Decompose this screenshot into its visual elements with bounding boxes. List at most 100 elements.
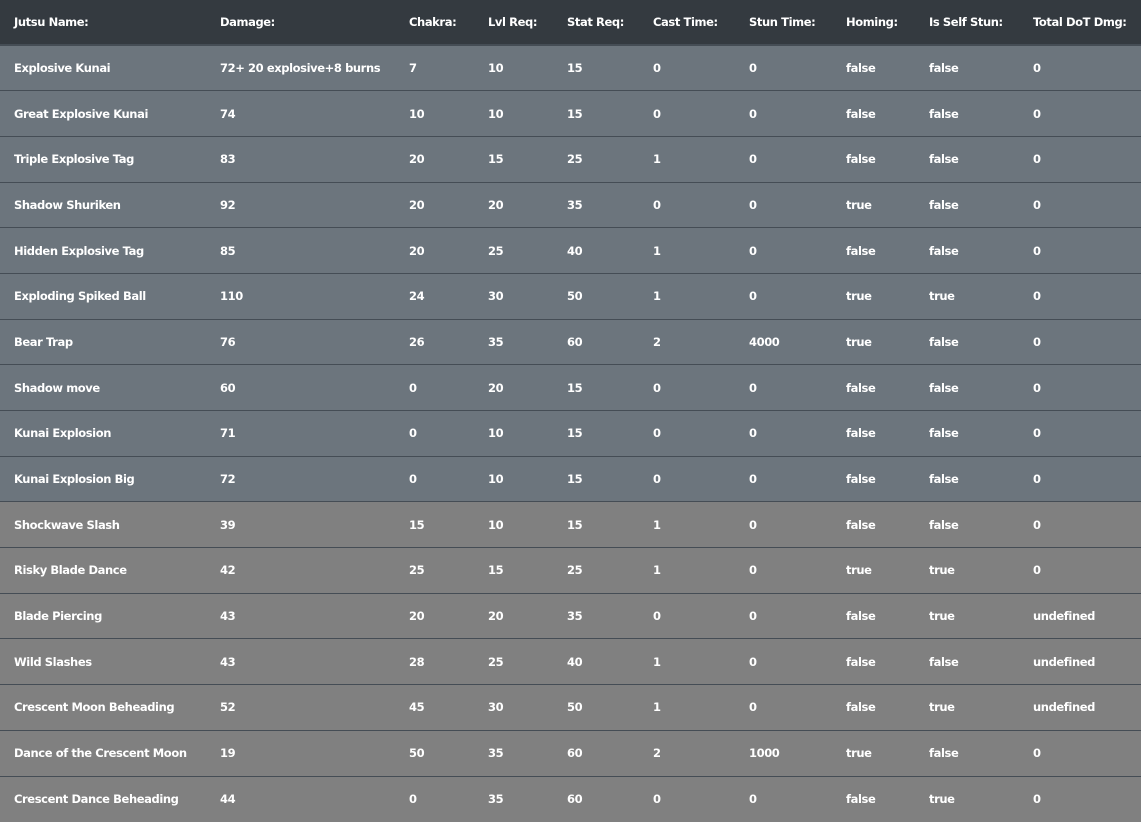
cell-stun-time: 0 xyxy=(735,455,832,502)
cell-jutsu-name: Blade Piercing xyxy=(0,592,206,639)
cell-chakra: 28 xyxy=(395,638,474,685)
cell-stat-req: 15 xyxy=(553,455,639,502)
column-header-homing: Homing: xyxy=(832,0,915,46)
cell-lvl-req: 30 xyxy=(474,272,553,320)
cell-chakra: 20 xyxy=(395,181,474,228)
cell-lvl-req: 35 xyxy=(474,729,553,776)
table-row: Shadow Shuriken 92 20 20 35 0 0 true false 0 xyxy=(0,181,1141,228)
cell-cast-time: 1 xyxy=(639,684,735,731)
cell-is-self-stun: false xyxy=(915,364,1019,411)
cell-stun-time: 0 xyxy=(735,90,832,137)
column-header-damage: Damage: xyxy=(206,0,395,46)
cell-damage: 83 xyxy=(206,135,395,183)
cell-damage: 43 xyxy=(206,638,395,685)
table-row: Bear Trap 76 26 35 60 2 4000 true false 0 xyxy=(0,318,1141,365)
cell-stat-req: 15 xyxy=(553,501,639,548)
column-header-chakra: Chakra: xyxy=(395,0,474,46)
cell-total-dot-dmg: 0 xyxy=(1019,364,1141,411)
cell-is-self-stun: false xyxy=(915,90,1019,137)
cell-stun-time: 0 xyxy=(735,272,832,320)
cell-stat-req: 15 xyxy=(553,364,639,411)
table-row: Risky Blade Dance 42 25 15 25 1 0 true true 0 xyxy=(0,547,1141,594)
column-header-is-self-stun: Is Self Stun: xyxy=(915,0,1019,46)
cell-damage: 71 xyxy=(206,410,395,457)
cell-is-self-stun: true xyxy=(915,592,1019,639)
header-row: Jutsu Name: Damage: Chakra: Lvl Req: Stat Re… xyxy=(0,0,1141,46)
cell-chakra: 50 xyxy=(395,729,474,776)
cell-lvl-req: 10 xyxy=(474,44,553,91)
cell-total-dot-dmg: 0 xyxy=(1019,272,1141,320)
table-row: Kunai Explosion Big 72 0 10 15 0 0 false false 0 xyxy=(0,455,1141,502)
cell-jutsu-name: Triple Explosive Tag xyxy=(0,135,206,183)
cell-damage: 72+ 20 explosive+8 burns xyxy=(206,44,395,91)
table-body: Explosive Kunai 72+ 20 explosive+8 burns 7… xyxy=(0,44,1141,822)
cell-stun-time: 0 xyxy=(735,547,832,594)
table-row: Shockwave Slash 39 15 10 15 1 0 false false 0 xyxy=(0,501,1141,548)
cell-damage: 76 xyxy=(206,318,395,365)
cell-chakra: 0 xyxy=(395,364,474,411)
cell-chakra: 20 xyxy=(395,227,474,274)
table-row: Dance of the Crescent Moon 19 50 35 60 2 1000 t… xyxy=(0,729,1141,776)
cell-homing: true xyxy=(832,318,915,365)
cell-homing: false xyxy=(832,44,915,91)
column-header-lvl-req: Lvl Req: xyxy=(474,0,553,46)
cell-is-self-stun: false xyxy=(915,181,1019,228)
cell-jutsu-name: Bear Trap xyxy=(0,318,206,365)
cell-stat-req: 60 xyxy=(553,729,639,776)
cell-homing: false xyxy=(832,410,915,457)
table-row: Great Explosive Kunai 74 10 10 15 0 0 false fals… xyxy=(0,90,1141,137)
cell-total-dot-dmg: 0 xyxy=(1019,318,1141,365)
cell-cast-time: 0 xyxy=(639,364,735,411)
cell-jutsu-name: Shadow Shuriken xyxy=(0,181,206,228)
cell-jutsu-name: Dance of the Crescent Moon xyxy=(0,729,206,776)
cell-jutsu-name: Shockwave Slash xyxy=(0,501,206,548)
table-row: Wild Slashes 43 28 25 40 1 0 false false undefine… xyxy=(0,638,1141,685)
cell-cast-time: 2 xyxy=(639,729,735,776)
cell-cast-time: 1 xyxy=(639,638,735,685)
cell-is-self-stun: false xyxy=(915,638,1019,685)
cell-chakra: 20 xyxy=(395,592,474,639)
cell-is-self-stun: false xyxy=(915,44,1019,91)
cell-stun-time: 4000 xyxy=(735,318,832,365)
cell-jutsu-name: Exploding Spiked Ball xyxy=(0,272,206,320)
cell-stun-time: 0 xyxy=(735,684,832,731)
cell-cast-time: 1 xyxy=(639,547,735,594)
cell-cast-time: 0 xyxy=(639,592,735,639)
table-header: Jutsu Name: Damage: Chakra: Lvl Req: Stat Re… xyxy=(0,0,1141,46)
cell-lvl-req: 35 xyxy=(474,318,553,365)
cell-stat-req: 15 xyxy=(553,44,639,91)
cell-chakra: 26 xyxy=(395,318,474,365)
cell-damage: 39 xyxy=(206,501,395,548)
cell-stun-time: 1000 xyxy=(735,729,832,776)
table-row: Blade Piercing 43 20 20 35 0 0 false true undefin… xyxy=(0,592,1141,639)
cell-cast-time: 1 xyxy=(639,272,735,320)
cell-jutsu-name: Great Explosive Kunai xyxy=(0,90,206,137)
cell-total-dot-dmg: 0 xyxy=(1019,181,1141,228)
column-header-total-dot-dmg: Total DoT Dmg: xyxy=(1019,0,1141,46)
cell-lvl-req: 20 xyxy=(474,364,553,411)
cell-stat-req: 60 xyxy=(553,775,639,822)
column-header-stun-time: Stun Time: xyxy=(735,0,832,46)
cell-stat-req: 15 xyxy=(553,90,639,137)
cell-lvl-req: 10 xyxy=(474,410,553,457)
cell-stat-req: 25 xyxy=(553,547,639,594)
cell-stun-time: 0 xyxy=(735,638,832,685)
cell-homing: false xyxy=(832,90,915,137)
cell-total-dot-dmg: undefined xyxy=(1019,638,1141,685)
column-header-jutsu-name: Jutsu Name: xyxy=(0,0,206,46)
cell-homing: false xyxy=(832,684,915,731)
cell-stun-time: 0 xyxy=(735,44,832,91)
cell-cast-time: 0 xyxy=(639,181,735,228)
column-header-stat-req: Stat Req: xyxy=(553,0,639,46)
cell-stat-req: 40 xyxy=(553,227,639,274)
cell-total-dot-dmg: 0 xyxy=(1019,729,1141,776)
cell-is-self-stun: false xyxy=(915,410,1019,457)
cell-homing: true xyxy=(832,181,915,228)
table-row: Triple Explosive Tag 83 20 15 25 1 0 false false… xyxy=(0,135,1141,183)
cell-stat-req: 35 xyxy=(553,592,639,639)
cell-stat-req: 50 xyxy=(553,684,639,731)
cell-jutsu-name: Hidden Explosive Tag xyxy=(0,227,206,274)
cell-chakra: 24 xyxy=(395,272,474,320)
cell-damage: 60 xyxy=(206,364,395,411)
